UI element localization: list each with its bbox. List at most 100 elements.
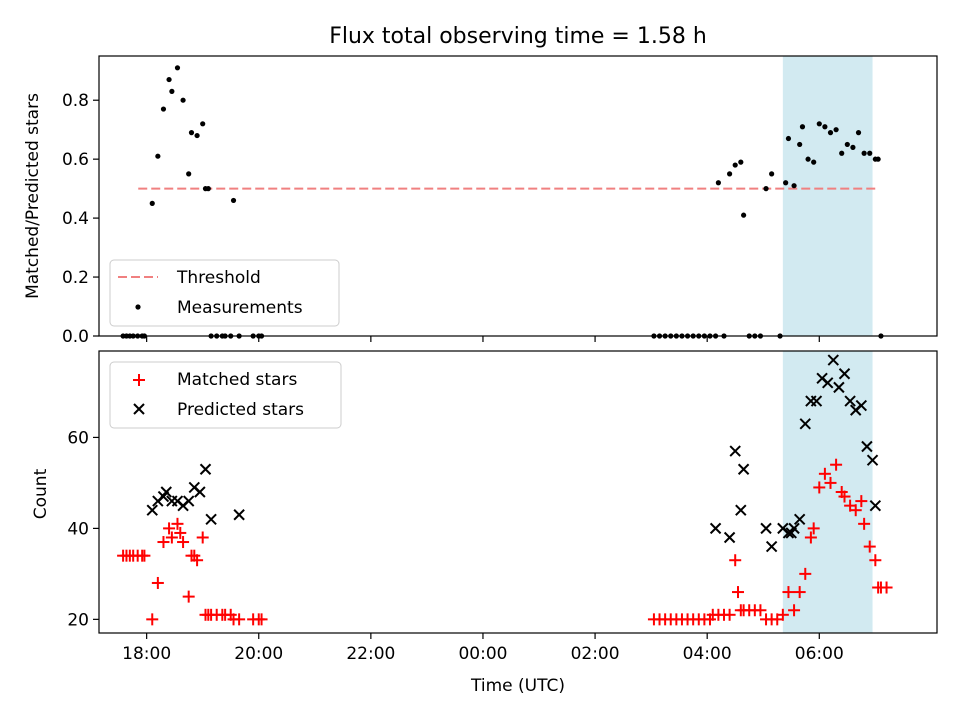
y-tick-label: 0.2: [62, 268, 89, 288]
predicted-star-marker: [233, 509, 245, 521]
legend-measurements-label: Measurements: [177, 298, 303, 318]
legend-predicted-swatch: [133, 403, 145, 415]
matched-star-marker: [813, 481, 826, 494]
measurement-point: [230, 197, 237, 204]
measurement-point: [833, 127, 839, 133]
matched-star-marker: [729, 554, 742, 567]
measurement-point: [855, 130, 862, 136]
measurement-point: [839, 150, 845, 156]
matched-star-marker: [788, 604, 801, 617]
predicted-star-marker: [869, 499, 882, 512]
matched-star-marker: [818, 467, 831, 480]
matched-star-marker: [838, 490, 851, 503]
measurement-points: [120, 65, 884, 339]
top-x-ticks: [146, 336, 820, 342]
predicted-star-marker: [844, 395, 856, 407]
predicted-star-marker: [709, 522, 722, 535]
matched-star-marker: [807, 522, 820, 535]
matched-star-marker: [830, 458, 843, 471]
matched-star-marker: [723, 608, 736, 621]
measurement-point: [827, 130, 834, 136]
predicted-star-marker: [194, 486, 206, 498]
matched-star-marker: [858, 517, 871, 530]
y-tick-label: 60: [67, 428, 89, 448]
measurement-point: [783, 180, 789, 186]
matched-star-marker: [151, 576, 164, 589]
predicted-star-marker: [199, 463, 212, 475]
measurement-point: [732, 162, 738, 168]
matched-star-marker: [255, 613, 268, 626]
measurement-point: [850, 144, 856, 150]
measurement-point: [816, 121, 822, 127]
measurement-point: [861, 150, 867, 156]
predicted-star-marker: [833, 381, 845, 394]
x-tick-label: 00:00: [458, 644, 507, 664]
matched-star-marker: [157, 536, 170, 549]
bottom-plot-frame: [98, 350, 938, 634]
matched-star-marker: [171, 517, 184, 530]
predicted-star-marker: [735, 504, 747, 516]
matched-star-marker: [776, 608, 789, 621]
measurement-point: [822, 124, 828, 130]
matched-star-marker: [138, 549, 151, 562]
measurement-point: [791, 183, 797, 189]
measurement-point: [867, 150, 873, 156]
measurement-point: [205, 186, 211, 192]
predicted-star-marker: [737, 463, 750, 475]
legend-matched-label: Matched stars: [177, 370, 297, 390]
matched-star-marker: [233, 613, 246, 626]
legend-threshold-label: Threshold: [176, 268, 261, 288]
matched-star-marker: [174, 526, 187, 539]
matched-star-marker: [182, 590, 195, 603]
matched-star-marker: [191, 554, 204, 567]
predicted-star-marker: [827, 354, 840, 366]
measurement-point: [166, 76, 172, 83]
matched-star-marker: [146, 613, 159, 626]
measurement-point: [741, 212, 747, 218]
measurement-point: [188, 130, 195, 136]
x-tick-label: 20:00: [234, 644, 283, 664]
measurement-point: [797, 141, 803, 148]
y-tick-label: 40: [67, 519, 89, 539]
measurement-point: [174, 65, 181, 71]
predicted-star-marker: [855, 399, 868, 412]
x-tick-label: 18:00: [122, 644, 171, 664]
top-panel: 0.00.20.40.60.8 Matched/Predicted stars …: [23, 55, 938, 347]
bottom-shaded-span: [782, 351, 873, 633]
predicted-star-marker: [160, 486, 172, 498]
bottom-legend: Matched stars Predicted stars: [109, 361, 342, 429]
y-tick-label: 20: [67, 610, 89, 630]
x-tick-label: 06:00: [795, 644, 844, 664]
measurement-point: [844, 141, 850, 148]
matched-star-marker: [799, 567, 812, 580]
y-tick-label: 0.8: [62, 91, 89, 111]
measurement-point: [149, 200, 155, 206]
measurement-point: [160, 106, 167, 112]
y-tick-label: 0.6: [62, 150, 89, 170]
matched-star-marker: [880, 581, 893, 594]
predicted-star-markers: [146, 354, 882, 553]
matched-star-marker: [754, 604, 767, 617]
top-y-ticks: 0.0 0.2 0.4 0.6 0.8: [62, 91, 99, 347]
measurement-point: [715, 180, 721, 186]
measurement-point: [186, 171, 192, 177]
measurement-point: [155, 153, 161, 159]
measurement-point: [200, 121, 206, 127]
measurement-point: [875, 156, 881, 162]
measurement-point: [799, 124, 806, 130]
predicted-star-marker: [723, 531, 736, 544]
matched-star-marker: [732, 586, 745, 599]
top-shaded-span: [782, 56, 873, 336]
matched-star-marker: [163, 522, 176, 535]
measurement-point: [769, 171, 775, 177]
bottom-x-ticks: 18:00 20:00 22:00 00:00 02:00 04:00 06:00: [122, 633, 844, 664]
top-legend-box: [109, 259, 340, 327]
x-tick-label: 04:00: [683, 644, 732, 664]
predicted-star-marker: [866, 454, 879, 466]
matched-star-marker: [855, 495, 868, 508]
top-plot-frame: [98, 55, 938, 337]
top-legend: Threshold Measurements: [109, 259, 340, 327]
legend-matched-swatch: [133, 374, 145, 386]
matched-star-marker: [782, 586, 795, 599]
